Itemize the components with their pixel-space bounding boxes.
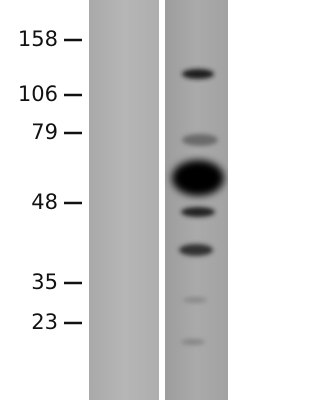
- marker-label: 79: [31, 120, 58, 144]
- western-blot: 158 106 79 48 35 23: [18, 0, 228, 400]
- marker-ladder: 158 106 79 48 35 23: [18, 27, 82, 334]
- band: [181, 207, 215, 217]
- band-main: [172, 160, 224, 196]
- lane-control: [89, 0, 159, 400]
- band: [183, 297, 207, 303]
- marker-label: 106: [18, 82, 58, 106]
- marker-label: 158: [18, 27, 58, 51]
- marker-label: 48: [31, 190, 58, 214]
- band: [179, 244, 213, 256]
- band: [182, 69, 214, 79]
- bands: [179, 69, 218, 345]
- band: [181, 339, 205, 345]
- marker-label: 35: [31, 270, 58, 294]
- lane-sample: [165, 0, 228, 400]
- band: [182, 134, 218, 146]
- marker-label: 23: [31, 310, 58, 334]
